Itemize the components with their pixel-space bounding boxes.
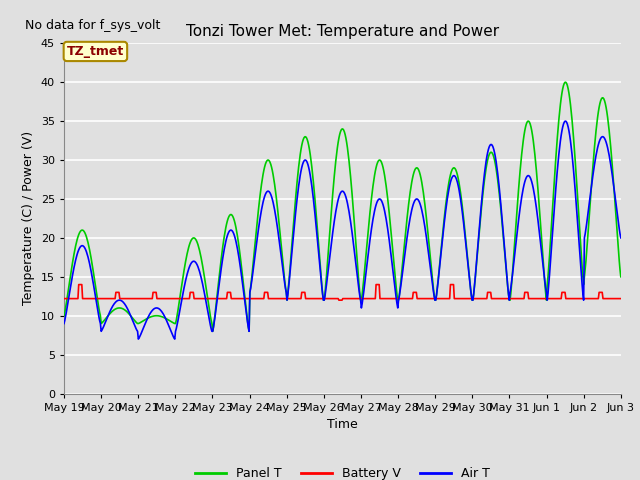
Panel T xyxy=(428,263,435,268)
Air T xyxy=(60,321,68,326)
Air T xyxy=(411,198,419,204)
Panel T xyxy=(60,313,68,319)
Air T xyxy=(70,264,78,270)
Title: Tonzi Tower Met: Temperature and Power: Tonzi Tower Met: Temperature and Power xyxy=(186,24,499,39)
Battery V xyxy=(128,296,136,301)
Air T xyxy=(561,118,569,124)
Text: No data for f_sys_volt: No data for f_sys_volt xyxy=(25,19,161,32)
Air T xyxy=(428,271,435,276)
Battery V xyxy=(617,296,625,301)
Legend: Panel T, Battery V, Air T: Panel T, Battery V, Air T xyxy=(190,462,495,480)
Panel T xyxy=(411,167,419,173)
Line: Air T: Air T xyxy=(64,121,621,339)
Battery V xyxy=(70,296,78,301)
Battery V xyxy=(75,282,83,288)
Air T xyxy=(127,314,135,320)
Air T xyxy=(185,266,193,272)
Panel T xyxy=(70,251,78,257)
Air T xyxy=(214,289,222,295)
X-axis label: Time: Time xyxy=(327,418,358,431)
Line: Panel T: Panel T xyxy=(64,82,621,331)
Panel T xyxy=(184,248,192,253)
Panel T xyxy=(209,328,216,334)
Battery V xyxy=(428,296,436,301)
Battery V xyxy=(185,296,193,301)
Battery V xyxy=(412,289,419,295)
Panel T xyxy=(561,79,569,85)
Battery V xyxy=(60,296,68,301)
Line: Battery V: Battery V xyxy=(64,285,621,300)
Y-axis label: Temperature (C) / Power (V): Temperature (C) / Power (V) xyxy=(22,132,35,305)
Air T xyxy=(134,336,142,342)
Panel T xyxy=(214,284,222,289)
Battery V xyxy=(214,296,222,301)
Text: TZ_tmet: TZ_tmet xyxy=(67,45,124,58)
Panel T xyxy=(617,274,625,280)
Air T xyxy=(617,235,625,241)
Battery V xyxy=(335,297,343,303)
Panel T xyxy=(127,314,135,320)
